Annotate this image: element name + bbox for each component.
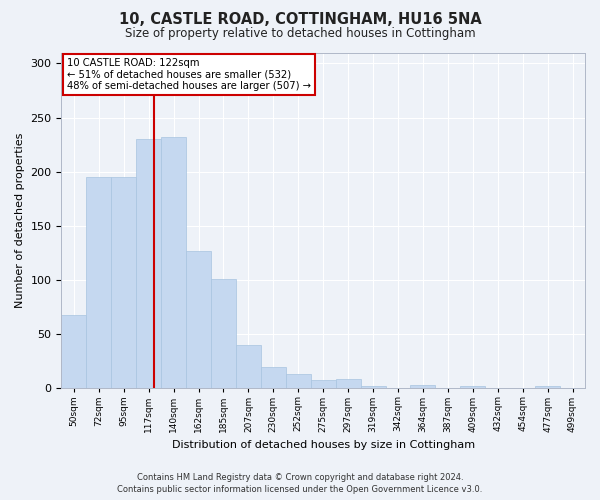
Y-axis label: Number of detached properties: Number of detached properties bbox=[15, 132, 25, 308]
Bar bbox=[186, 251, 211, 388]
Bar bbox=[236, 345, 261, 389]
Bar bbox=[86, 177, 111, 388]
Bar bbox=[535, 386, 560, 388]
Bar bbox=[410, 385, 436, 388]
Bar bbox=[460, 386, 485, 388]
Bar bbox=[311, 380, 335, 388]
Bar bbox=[61, 314, 86, 388]
Bar bbox=[136, 139, 161, 388]
Bar bbox=[361, 386, 386, 388]
Bar bbox=[111, 177, 136, 388]
Text: Size of property relative to detached houses in Cottingham: Size of property relative to detached ho… bbox=[125, 28, 475, 40]
Bar bbox=[261, 366, 286, 388]
Bar bbox=[161, 137, 186, 388]
Bar bbox=[286, 374, 311, 388]
Text: 10 CASTLE ROAD: 122sqm
← 51% of detached houses are smaller (532)
48% of semi-de: 10 CASTLE ROAD: 122sqm ← 51% of detached… bbox=[67, 58, 311, 90]
Bar bbox=[211, 279, 236, 388]
Bar bbox=[335, 378, 361, 388]
Text: Contains HM Land Registry data © Crown copyright and database right 2024.
Contai: Contains HM Land Registry data © Crown c… bbox=[118, 472, 482, 494]
Text: 10, CASTLE ROAD, COTTINGHAM, HU16 5NA: 10, CASTLE ROAD, COTTINGHAM, HU16 5NA bbox=[119, 12, 481, 28]
X-axis label: Distribution of detached houses by size in Cottingham: Distribution of detached houses by size … bbox=[172, 440, 475, 450]
